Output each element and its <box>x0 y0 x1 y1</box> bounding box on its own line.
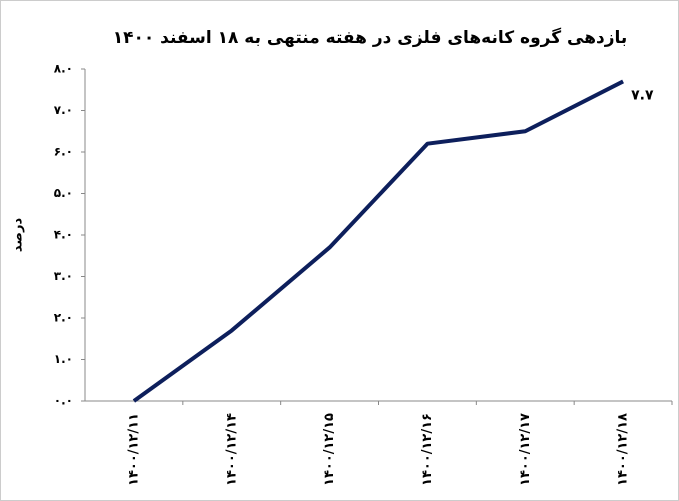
x-tick-label: ۱۴۰۰/۱۲/۱۷ <box>518 413 533 486</box>
data-line <box>132 79 624 403</box>
x-tick-label: ۱۴۰۰/۱۲/۱۵ <box>322 413 337 486</box>
y-tick-label: ۵.۰ <box>54 186 73 200</box>
y-tick-label: ۷.۰ <box>54 103 73 117</box>
y-tick-label: ۰.۰ <box>54 394 73 408</box>
y-tick-label: ۲.۰ <box>54 311 73 325</box>
chart-title: بازدهی گروه کانه‌های فلزی در هفته منتهی … <box>113 27 628 48</box>
y-tick-label: ۶.۰ <box>54 145 73 159</box>
x-tick-label: ۱۴۰۰/۱۲/۱۱ <box>126 413 141 486</box>
data-label: ۷.۷ <box>631 87 654 103</box>
y-tick-label: ۳.۰ <box>54 269 73 283</box>
y-tick-label: ۴.۰ <box>54 228 73 242</box>
y-axis-label: درصد <box>11 218 26 253</box>
y-tick-label: ۸.۰ <box>54 62 73 76</box>
x-tick-label: ۱۴۰۰/۱۲/۱۶ <box>420 413 435 486</box>
y-tick-label: ۱.۰ <box>54 352 73 366</box>
x-tick-label: ۱۴۰۰/۱۲/۱۴ <box>224 413 239 486</box>
x-tick-label: ۱۴۰۰/۱۲/۱۸ <box>616 413 631 486</box>
